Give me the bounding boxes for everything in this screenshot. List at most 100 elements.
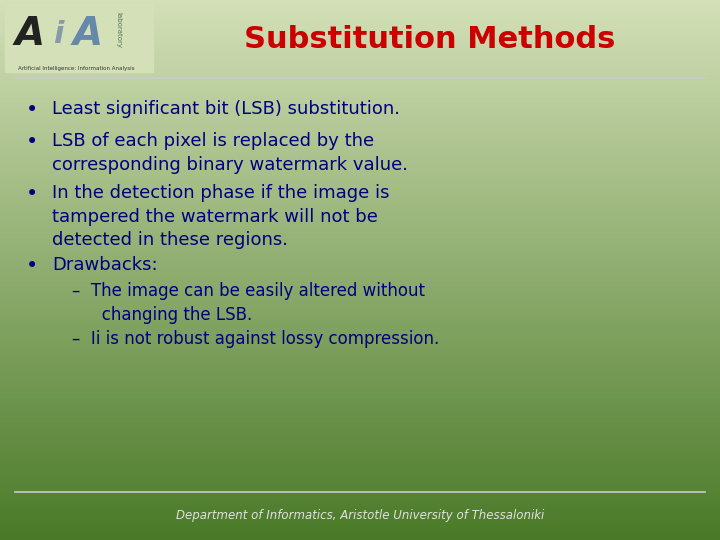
Bar <box>0 8 720 11</box>
Bar <box>0 433 720 436</box>
Bar <box>5 4 153 72</box>
Bar <box>0 15 720 18</box>
Bar <box>0 224 720 227</box>
Bar <box>0 256 720 259</box>
Bar <box>0 238 720 241</box>
Bar <box>0 247 720 250</box>
Bar <box>0 215 720 218</box>
Bar <box>0 181 720 184</box>
Bar <box>0 305 720 308</box>
Bar <box>0 208 720 211</box>
Bar <box>0 242 720 245</box>
Bar <box>0 55 720 58</box>
Bar <box>0 382 720 385</box>
Bar <box>0 269 720 272</box>
Bar <box>0 422 720 425</box>
Bar <box>0 476 720 479</box>
Bar <box>0 379 720 382</box>
Bar <box>0 467 720 470</box>
Bar <box>0 177 720 180</box>
Bar <box>0 300 720 302</box>
Bar <box>0 130 720 133</box>
Bar <box>0 332 720 335</box>
Bar <box>0 384 720 387</box>
Bar <box>0 294 720 297</box>
Bar <box>0 119 720 123</box>
Bar <box>0 316 720 319</box>
Bar <box>0 296 720 299</box>
Bar <box>0 372 720 374</box>
Bar <box>0 22 720 25</box>
Bar <box>0 366 720 369</box>
Bar <box>0 530 720 533</box>
Bar <box>0 458 720 461</box>
Bar <box>0 112 720 115</box>
Bar <box>0 508 720 511</box>
Text: Department of Informatics, Aristotle University of Thessaloniki: Department of Informatics, Aristotle Uni… <box>176 510 544 523</box>
Bar <box>0 222 720 225</box>
Bar <box>0 278 720 281</box>
Bar <box>0 161 720 164</box>
Bar <box>0 370 720 373</box>
Bar <box>0 319 720 322</box>
Bar <box>0 254 720 258</box>
Bar <box>0 287 720 290</box>
Bar <box>0 68 720 70</box>
Bar <box>0 481 720 484</box>
Bar <box>0 163 720 166</box>
Bar <box>0 109 720 112</box>
Bar <box>0 397 720 400</box>
Bar <box>0 487 720 490</box>
Bar <box>0 170 720 173</box>
Bar <box>0 341 720 344</box>
Bar <box>0 323 720 326</box>
Bar <box>0 451 720 454</box>
Bar <box>0 28 720 31</box>
Bar <box>0 415 720 417</box>
Bar <box>0 386 720 389</box>
Bar <box>0 210 720 212</box>
Bar <box>0 127 720 130</box>
Bar <box>0 220 720 223</box>
Bar <box>0 30 720 32</box>
Bar <box>0 78 720 81</box>
Bar <box>0 94 720 97</box>
Bar <box>0 350 720 353</box>
Bar <box>0 524 720 528</box>
Bar <box>0 190 720 193</box>
Bar <box>0 359 720 362</box>
Bar <box>0 46 720 49</box>
Bar <box>0 307 720 309</box>
Bar <box>0 496 720 498</box>
Bar <box>0 0 720 2</box>
Bar <box>0 118 720 120</box>
Bar <box>0 183 720 185</box>
Bar <box>0 227 720 231</box>
Bar <box>0 184 720 187</box>
Bar <box>0 431 720 434</box>
Bar <box>0 348 720 351</box>
Bar <box>0 264 720 266</box>
Bar <box>0 206 720 209</box>
Bar <box>0 420 720 423</box>
Bar <box>0 188 720 191</box>
Bar <box>0 368 720 371</box>
Bar <box>0 166 720 169</box>
Bar <box>0 345 720 347</box>
Bar <box>0 193 720 196</box>
Bar <box>0 159 720 162</box>
Bar <box>0 280 720 282</box>
Bar <box>0 136 720 139</box>
Bar <box>0 462 720 464</box>
Bar <box>0 424 720 427</box>
Bar <box>0 21 720 23</box>
Bar <box>0 375 720 378</box>
Bar <box>0 357 720 360</box>
Bar <box>0 219 720 221</box>
Bar <box>0 388 720 390</box>
Text: Least significant bit (LSB) substitution.: Least significant bit (LSB) substitution… <box>52 100 400 118</box>
Bar <box>0 519 720 522</box>
Text: changing the LSB.: changing the LSB. <box>86 306 252 324</box>
Text: Artificial Intelligence: Information Analysis: Artificial Intelligence: Information Ana… <box>18 66 134 71</box>
Bar <box>0 62 720 65</box>
